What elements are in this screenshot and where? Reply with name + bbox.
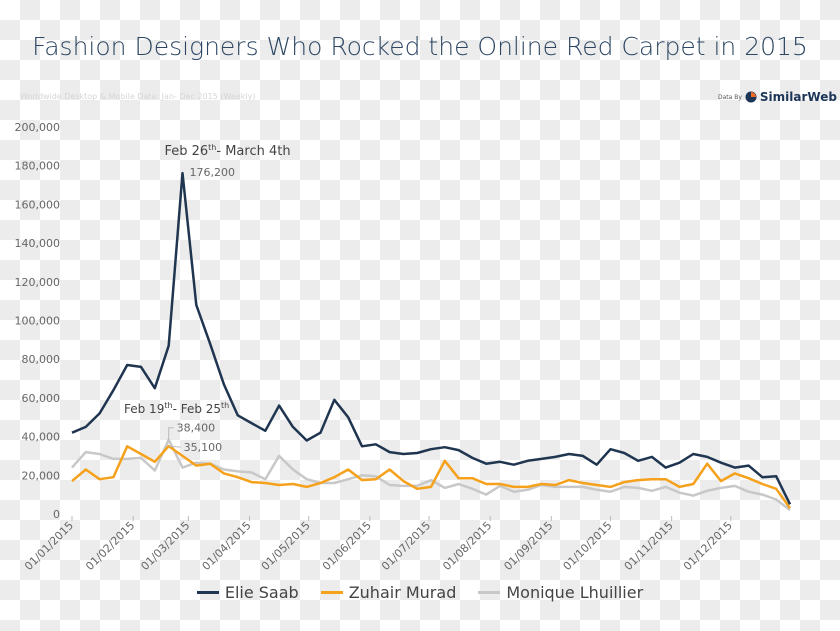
y-tick-label: 140,000 [15,237,61,250]
legend: Elie Saab Zuhair Murad Monique Lhuillier [0,583,840,602]
source-prefix: Data By [718,93,742,101]
series-line-elie-saab [71,171,792,505]
y-tick-label: 0 [53,508,60,521]
x-tick-label: 01/03/2015 [138,519,192,573]
legend-swatch [320,591,343,594]
x-tick-label: 01/05/2015 [259,519,313,573]
similarweb-logo-icon [745,91,757,103]
legend-swatch [196,591,219,594]
series-line-zuhair-murad [71,444,792,509]
annotation-leader [168,427,174,440]
y-tick-label: 20,000 [22,469,61,482]
annotation-value-monique: 38,400 [177,422,216,435]
x-tick-label: 01/08/2015 [440,519,494,573]
y-tick-label: 180,000 [15,160,61,173]
annotation-value-zuhair: 35,100 [184,441,223,454]
x-tick-label: 01/09/2015 [501,519,555,573]
legend-label: Elie Saab [224,583,299,602]
x-tick-label: 01/04/2015 [200,519,254,573]
annotation-second-date: Feb 19th- Feb 25th [124,401,229,416]
y-tick-label: 60,000 [22,392,61,405]
chart-subtitle: Worldwide Desktop & Mobile Data: Jan- De… [20,92,256,101]
x-tick-label: 01/01/2015 [22,519,76,573]
y-tick-label: 40,000 [22,431,61,444]
x-tick-label: 01/11/2015 [622,519,676,573]
legend-item-zuhair-murad[interactable]: Zuhair Murad [320,583,457,602]
legend-item-elie-saab[interactable]: Elie Saab [196,583,299,602]
y-tick-label: 200,000 [15,121,61,134]
legend-swatch [478,591,501,594]
source-name: SimilarWeb [759,90,837,104]
y-tick-label: 100,000 [15,315,61,328]
series-line-monique-lhuillier [71,438,791,512]
x-tick-label: 01/06/2015 [320,519,374,573]
source-logo: Data By SimilarWeb [718,90,837,104]
y-tick-label: 80,000 [22,353,61,366]
legend-label: Monique Lhuillier [506,583,644,602]
annotation-peak-value: 176,200 [189,166,235,179]
legend-label: Zuhair Murad [348,583,457,602]
y-tick-label: 160,000 [15,198,61,211]
x-tick-label: 01/12/2015 [681,519,735,573]
x-tick-label: 01/02/2015 [83,519,137,573]
x-tick-label: 01/10/2015 [561,519,615,573]
y-tick-label: 120,000 [15,276,61,289]
annotation-leader [168,445,181,448]
annotation-peak-date: Feb 26th- March 4th [164,143,290,159]
legend-item-monique-lhuillier[interactable]: Monique Lhuillier [478,583,643,602]
chart-title: Fashion Designers Who Rocked the Online … [32,32,808,61]
x-tick-label: 01/07/2015 [379,519,433,573]
